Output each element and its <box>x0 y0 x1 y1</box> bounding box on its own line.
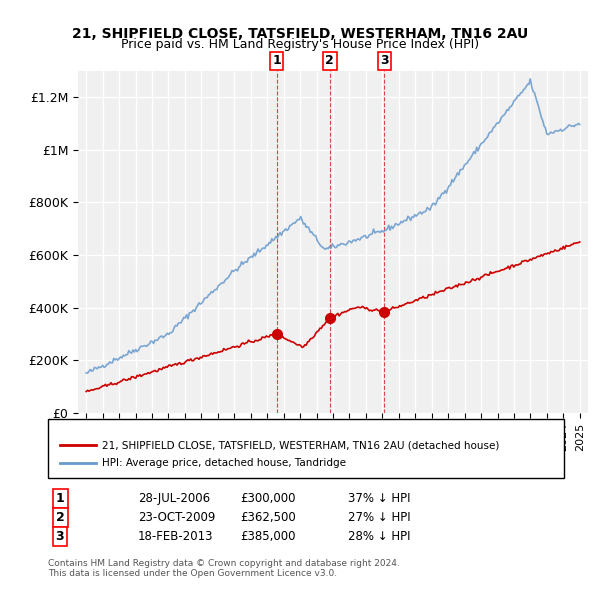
Text: 18-FEB-2013: 18-FEB-2013 <box>138 530 214 543</box>
Text: 27% ↓ HPI: 27% ↓ HPI <box>348 511 410 524</box>
Text: £300,000: £300,000 <box>240 492 296 505</box>
Text: 28-JUL-2006: 28-JUL-2006 <box>138 492 210 505</box>
Text: 28% ↓ HPI: 28% ↓ HPI <box>348 530 410 543</box>
Text: Contains HM Land Registry data © Crown copyright and database right 2024.
This d: Contains HM Land Registry data © Crown c… <box>48 559 400 578</box>
Text: 1: 1 <box>272 54 281 67</box>
Text: 37% ↓ HPI: 37% ↓ HPI <box>348 492 410 505</box>
Text: HPI: Average price, detached house, Tandridge: HPI: Average price, detached house, Tand… <box>102 458 346 468</box>
Text: 3: 3 <box>56 530 64 543</box>
Text: Price paid vs. HM Land Registry's House Price Index (HPI): Price paid vs. HM Land Registry's House … <box>121 38 479 51</box>
Text: 2: 2 <box>56 511 64 524</box>
Text: £362,500: £362,500 <box>240 511 296 524</box>
Text: 21, SHIPFIELD CLOSE, TATSFIELD, WESTERHAM, TN16 2AU: 21, SHIPFIELD CLOSE, TATSFIELD, WESTERHA… <box>72 27 528 41</box>
Text: 1: 1 <box>56 492 64 505</box>
Text: 2: 2 <box>325 54 334 67</box>
Text: £385,000: £385,000 <box>240 530 296 543</box>
Text: 3: 3 <box>380 54 389 67</box>
Text: 21, SHIPFIELD CLOSE, TATSFIELD, WESTERHAM, TN16 2AU (detached house): 21, SHIPFIELD CLOSE, TATSFIELD, WESTERHA… <box>102 441 499 450</box>
Text: 23-OCT-2009: 23-OCT-2009 <box>138 511 215 524</box>
